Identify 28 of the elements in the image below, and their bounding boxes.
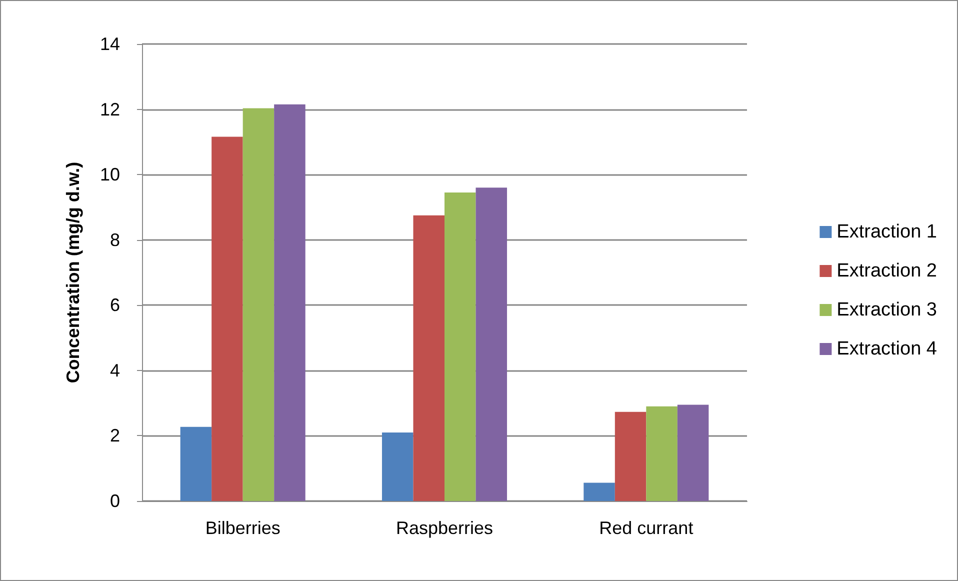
legend-label: Extraction 2 <box>836 260 938 282</box>
bar <box>677 404 709 501</box>
bar <box>212 136 243 501</box>
bar <box>614 412 646 501</box>
bar <box>444 192 476 501</box>
legend-label: Extraction 4 <box>836 338 938 360</box>
y-tick-label: 14 <box>100 34 120 54</box>
y-tick-label: 10 <box>100 164 120 185</box>
y-axis-title: Concentration (mg/g d.w.) <box>63 162 83 384</box>
bar <box>646 406 678 501</box>
bar <box>382 432 414 501</box>
bar <box>242 108 274 501</box>
y-tick-label: 0 <box>110 491 120 511</box>
bar <box>413 215 444 501</box>
bar <box>584 482 615 501</box>
x-tick-label: Raspberries <box>396 518 494 538</box>
x-tick-label: Red currant <box>599 518 694 538</box>
x-tick-label: Bilberries <box>205 518 280 538</box>
y-tick-label: 12 <box>100 99 120 120</box>
legend-label: Extraction 3 <box>836 300 938 320</box>
bar <box>180 426 212 501</box>
y-tick-label: 2 <box>110 426 120 446</box>
y-tick-label: 4 <box>110 360 120 380</box>
bar <box>274 104 306 501</box>
y-tick-label: 6 <box>110 295 120 316</box>
legend-label: Extraction 1 <box>836 222 938 242</box>
bar <box>476 188 508 501</box>
y-tick-label: 8 <box>110 230 120 250</box>
